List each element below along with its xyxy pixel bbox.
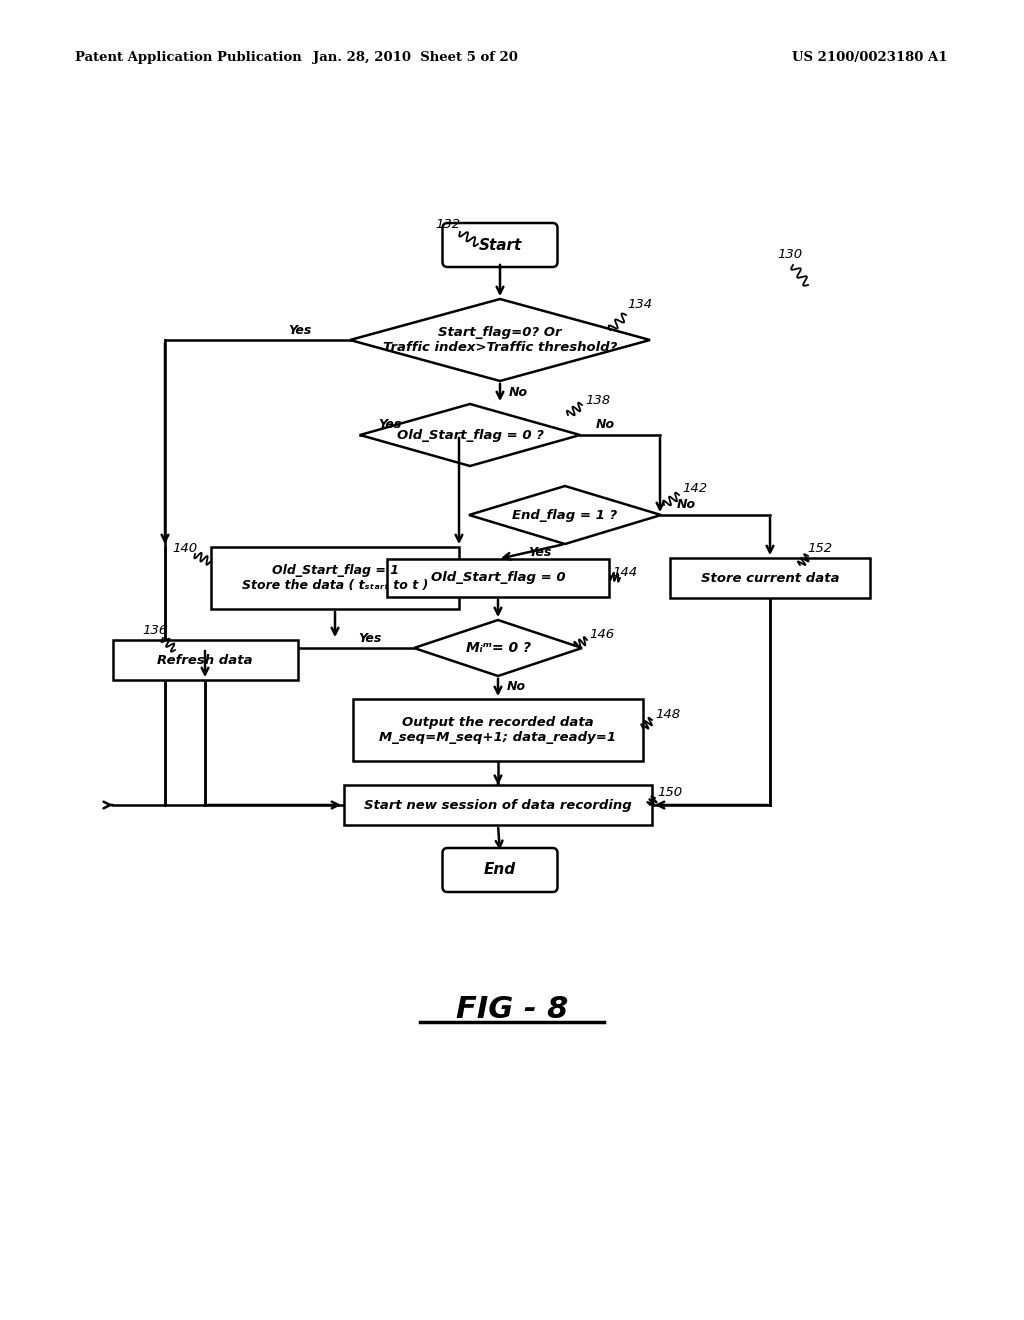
Bar (211, 546, 459, 609)
Text: 140: 140 (172, 541, 198, 554)
Text: No: No (595, 418, 614, 432)
Text: Yes: Yes (528, 546, 552, 560)
Bar (670, 558, 870, 598)
Text: No: No (677, 499, 695, 511)
Text: End: End (484, 862, 516, 878)
Polygon shape (360, 404, 580, 466)
FancyBboxPatch shape (442, 847, 557, 892)
Text: 150: 150 (657, 787, 683, 800)
Text: Jan. 28, 2010  Sheet 5 of 20: Jan. 28, 2010 Sheet 5 of 20 (312, 50, 517, 63)
Bar (387, 558, 609, 597)
Text: 136: 136 (142, 623, 168, 636)
Text: No: No (509, 385, 527, 399)
Text: Output the recorded data
M_seq=M_seq+1; data_ready=1: Output the recorded data M_seq=M_seq+1; … (380, 715, 616, 744)
Text: 152: 152 (808, 541, 833, 554)
Polygon shape (350, 300, 650, 381)
Text: 138: 138 (586, 393, 610, 407)
Text: Store current data: Store current data (700, 572, 840, 585)
Text: 146: 146 (590, 628, 614, 642)
Text: 130: 130 (777, 248, 803, 261)
Text: 134: 134 (628, 298, 652, 312)
Text: Start_flag=0? Or
Traffic index>Traffic threshold?: Start_flag=0? Or Traffic index>Traffic t… (383, 326, 617, 354)
Polygon shape (414, 620, 582, 676)
Text: Patent Application Publication: Patent Application Publication (75, 50, 302, 63)
Text: Start: Start (478, 238, 521, 252)
Text: 148: 148 (655, 709, 681, 722)
Bar (344, 785, 652, 825)
Text: Start new session of data recording: Start new session of data recording (365, 799, 632, 812)
Text: Mᵢᵐ= 0 ?: Mᵢᵐ= 0 ? (466, 642, 530, 655)
Polygon shape (469, 486, 662, 544)
Text: FIG - 8: FIG - 8 (456, 995, 568, 1024)
FancyBboxPatch shape (442, 223, 557, 267)
Text: Yes: Yes (378, 418, 401, 432)
Text: Refresh data: Refresh data (158, 653, 253, 667)
Bar (113, 640, 298, 680)
Text: US 2100/0023180 A1: US 2100/0023180 A1 (793, 50, 948, 63)
Text: Yes: Yes (289, 323, 311, 337)
Text: Yes: Yes (358, 631, 382, 644)
Text: 144: 144 (612, 565, 638, 578)
Text: 132: 132 (435, 219, 461, 231)
Text: No: No (507, 680, 525, 693)
Text: Old_Start_flag = 0 ?: Old_Start_flag = 0 ? (396, 429, 544, 441)
Text: Old_Start_flag = 1
Store the data ( tₛₜₐᵣₜ to t ): Old_Start_flag = 1 Store the data ( tₛₜₐ… (242, 564, 428, 591)
Text: Old_Start_flag = 0: Old_Start_flag = 0 (431, 572, 565, 585)
Bar (353, 700, 643, 762)
Text: 142: 142 (682, 482, 708, 495)
Text: End_flag = 1 ?: End_flag = 1 ? (512, 508, 617, 521)
